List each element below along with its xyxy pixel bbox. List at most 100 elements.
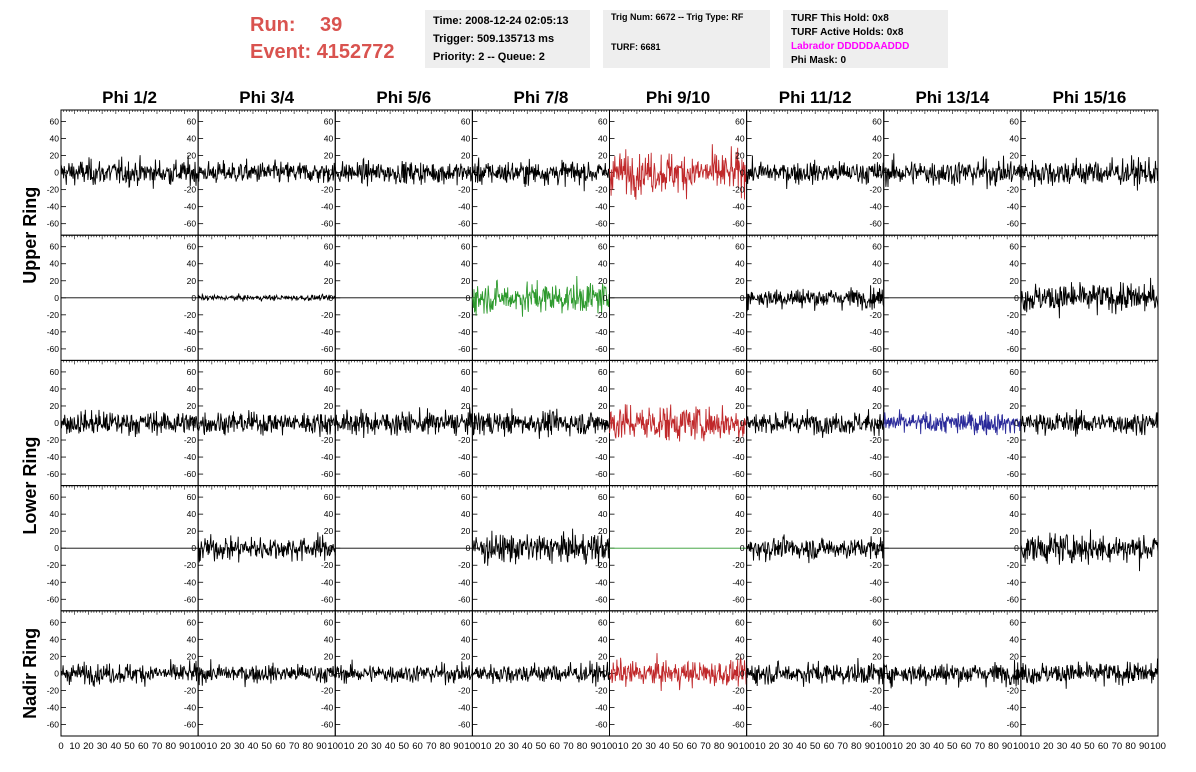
waveform-line [609, 653, 748, 692]
x-tick-label: 10 [892, 741, 903, 752]
x-tick-label: 80 [165, 741, 176, 752]
y-tick-label: 20 [735, 651, 745, 661]
y-tick-label: -60 [595, 719, 608, 729]
y-tick-label: -20 [184, 685, 197, 695]
y-tick-label: -60 [595, 594, 608, 604]
y-tick-label: 20 [872, 151, 882, 161]
y-tick-label: -60 [732, 719, 745, 729]
y-tick-label: 60 [461, 367, 471, 377]
y-tick-label: -40 [595, 452, 608, 462]
y-tick-label: 60 [50, 242, 60, 252]
y-tick-label: -60 [732, 594, 745, 604]
y-tick-label: -20 [1007, 185, 1020, 195]
x-tick-label: 70 [1112, 741, 1123, 752]
x-tick-label: 10 [344, 741, 355, 752]
y-tick-label: 60 [50, 492, 60, 502]
waveform-line [471, 275, 610, 317]
waveform-line [60, 409, 199, 438]
y-tick-label: 20 [872, 651, 882, 661]
x-tick-label: 70 [700, 741, 711, 752]
y-tick-label: -40 [458, 702, 471, 712]
x-tick-label: 90 [453, 741, 464, 752]
y-tick-label: 60 [50, 367, 60, 377]
x-tick-label: 50 [673, 741, 684, 752]
y-tick-label: -20 [321, 185, 334, 195]
y-tick-label: -40 [1007, 452, 1020, 462]
y-tick-label: 60 [461, 492, 471, 502]
y-tick-label: 40 [461, 259, 471, 269]
y-tick-label: -60 [184, 219, 197, 229]
y-tick-label: -40 [595, 327, 608, 337]
waveform-panel: -60 -40 -20 0 20 40 60 [47, 359, 199, 487]
x-tick-label: 70 [426, 741, 437, 752]
y-tick-label: -20 [1007, 435, 1020, 445]
y-tick-label: -60 [47, 719, 60, 729]
waveform-line [334, 659, 473, 686]
waveform-panel: -60 -40 -20 0 20 40 60 [321, 485, 473, 612]
x-tick-label: 30 [371, 741, 382, 752]
x-tick-label: 40 [385, 741, 396, 752]
x-tick-label: 80 [714, 741, 725, 752]
y-tick-label: 20 [598, 651, 608, 661]
x-tick-label: 30 [920, 741, 931, 752]
y-tick-label: 60 [598, 242, 608, 252]
x-tick-label: 70 [837, 741, 848, 752]
y-tick-label: 60 [1009, 117, 1019, 127]
y-tick-label: 60 [1009, 242, 1019, 252]
y-tick-label: 60 [461, 617, 471, 627]
waveform-panel: -60 -40 -20 0 20 40 60 [184, 359, 336, 487]
y-tick-label: 40 [872, 259, 882, 269]
y-tick-label: 0 [603, 668, 608, 678]
y-tick-label: 40 [50, 259, 60, 269]
y-tick-label: 40 [50, 384, 60, 394]
y-tick-label: -20 [184, 310, 197, 320]
x-tick-label: 0 [58, 741, 63, 752]
y-tick-label: 40 [324, 509, 334, 519]
x-tick-label: 30 [782, 741, 793, 752]
y-tick-label: 0 [466, 168, 471, 178]
waveform-panel: -60 -40 -20 0 20 40 60 [732, 109, 885, 236]
x-tick-label: 20 [769, 741, 780, 752]
y-tick-label: 20 [1009, 151, 1019, 161]
trigger-text: Trigger: 509.135713 ms [433, 33, 555, 45]
x-tick-label: 40 [1070, 741, 1081, 752]
y-tick-label: 0 [740, 418, 745, 428]
y-tick-label: -20 [321, 435, 334, 445]
y-tick-label: 0 [740, 168, 745, 178]
y-tick-label: 60 [187, 492, 197, 502]
y-tick-label: 0 [740, 293, 745, 303]
turf-active-holds-text: TURF Active Holds: 0x8 [791, 27, 904, 38]
trigger-info-box: Trig Num: 6672 -- Trig Type: RF TURF: 66… [603, 10, 770, 68]
x-tick-label: 90 [1139, 741, 1150, 752]
y-tick-label: -60 [1007, 469, 1020, 479]
x-tick-label: 30 [508, 741, 519, 752]
y-tick-label: -40 [595, 202, 608, 212]
x-tick-label: 100 [1150, 741, 1166, 752]
y-tick-label: -60 [869, 469, 882, 479]
x-tick-label: 40 [111, 741, 122, 752]
y-tick-label: 20 [735, 401, 745, 411]
y-tick-label: 0 [329, 418, 334, 428]
y-tick-label: -60 [184, 719, 197, 729]
y-tick-label: 20 [461, 401, 471, 411]
y-tick-label: 40 [50, 134, 60, 144]
y-tick-label: 40 [735, 384, 745, 394]
y-tick-label: 60 [187, 617, 197, 627]
y-tick-label: -60 [732, 469, 745, 479]
y-tick-label: 60 [324, 367, 334, 377]
y-tick-label: -60 [1007, 344, 1020, 354]
y-tick-label: -60 [184, 594, 197, 604]
y-tick-label: -40 [458, 327, 471, 337]
y-tick-label: 40 [461, 384, 471, 394]
x-tick-label: 100 [464, 741, 480, 752]
y-tick-label: 40 [872, 509, 882, 519]
y-tick-label: 0 [466, 668, 471, 678]
y-tick-label: 0 [466, 418, 471, 428]
y-tick-label: -60 [184, 469, 197, 479]
y-tick-label: -60 [458, 594, 471, 604]
y-tick-label: 40 [1009, 134, 1019, 144]
y-tick-label: 0 [329, 293, 334, 303]
waveform-line [609, 144, 748, 200]
event-value: 4152772 [316, 41, 395, 63]
x-tick-label: 20 [495, 741, 506, 752]
